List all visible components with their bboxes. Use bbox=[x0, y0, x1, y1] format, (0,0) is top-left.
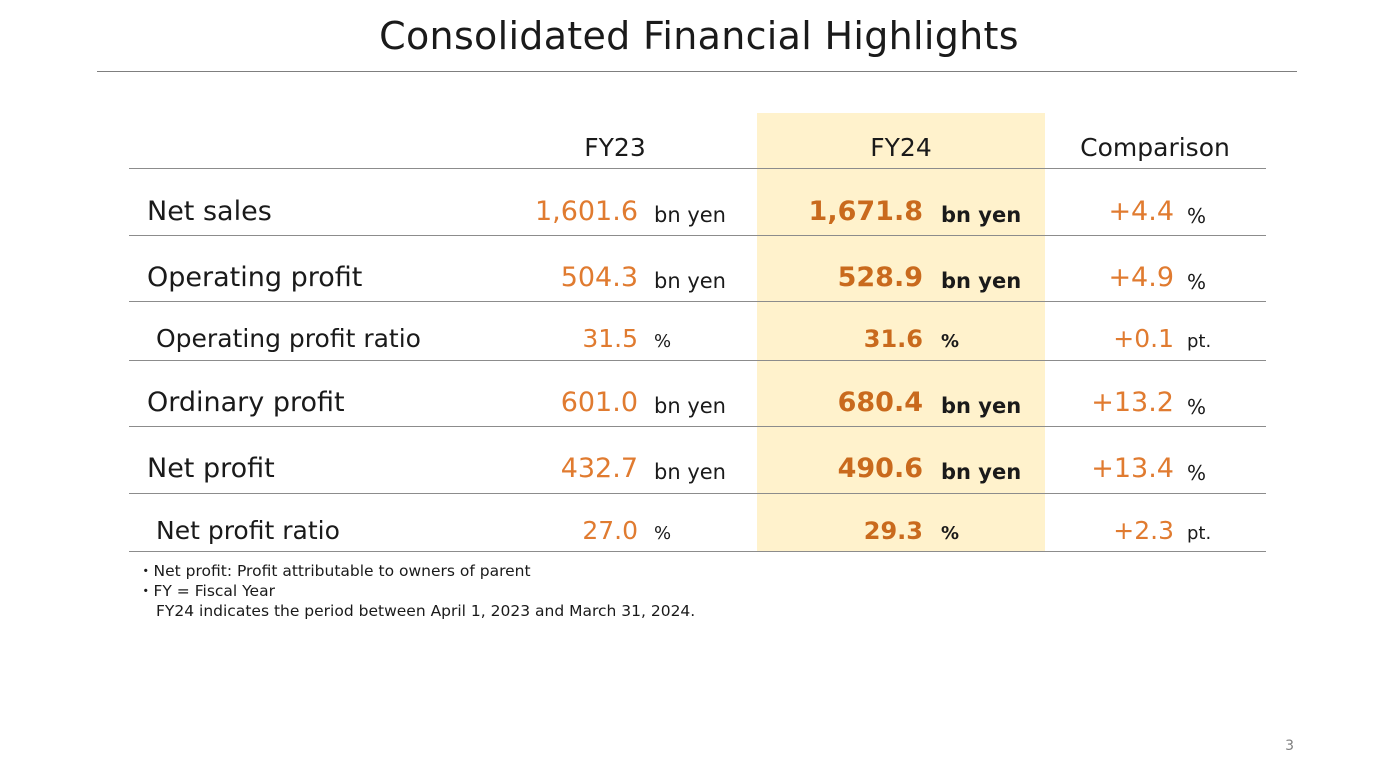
fy23-value: 601.0 bbox=[560, 387, 638, 418]
row-divider bbox=[129, 493, 1266, 494]
comparison-unit: pt. bbox=[1187, 331, 1212, 352]
header-divider bbox=[129, 168, 1266, 169]
fy24-value: 490.6 bbox=[837, 453, 923, 484]
row-label: Net profit ratio bbox=[156, 516, 340, 545]
fy23-unit: bn yen bbox=[654, 394, 726, 418]
comparison-value: +13.2 bbox=[1091, 387, 1174, 418]
column-header-fy24: FY24 bbox=[870, 133, 932, 162]
comparison-value: +13.4 bbox=[1091, 453, 1174, 484]
row-label: Ordinary profit bbox=[147, 387, 345, 418]
fy23-unit: bn yen bbox=[654, 203, 726, 227]
fy23-value: 1,601.6 bbox=[534, 196, 638, 227]
row-label: Operating profit bbox=[147, 262, 363, 293]
fy24-unit: % bbox=[941, 523, 960, 544]
fy23-unit: % bbox=[654, 331, 672, 352]
comparison-unit: pt. bbox=[1187, 523, 1212, 544]
footnotes: ・Net profit: Profit attributable to owne… bbox=[138, 561, 695, 621]
comparison-unit: % bbox=[1187, 461, 1207, 485]
table-bottom-rule bbox=[129, 551, 1266, 552]
row-divider bbox=[129, 426, 1266, 427]
fy23-value: 432.7 bbox=[560, 453, 638, 484]
comparison-unit: % bbox=[1187, 204, 1207, 228]
fy23-value: 504.3 bbox=[560, 262, 638, 293]
column-header-comparison: Comparison bbox=[1080, 133, 1230, 162]
row-label: Net profit bbox=[147, 453, 275, 484]
column-header-fy23: FY23 bbox=[584, 133, 646, 162]
footnote-fy24-period: FY24 indicates the period between April … bbox=[156, 602, 696, 620]
comparison-value: +4.4 bbox=[1108, 196, 1174, 227]
comparison-value: +0.1 bbox=[1113, 324, 1174, 353]
fy23-value: 31.5 bbox=[582, 324, 638, 353]
row-divider bbox=[129, 235, 1266, 236]
fy24-unit: bn yen bbox=[941, 269, 1022, 293]
row-divider bbox=[129, 301, 1266, 302]
fy23-unit: % bbox=[654, 523, 672, 544]
slide-title: Consolidated Financial Highlights bbox=[379, 14, 1019, 58]
fy24-value: 29.3 bbox=[863, 517, 923, 545]
fy24-value: 1,671.8 bbox=[808, 196, 923, 227]
footnote-fiscal-year: ・FY = Fiscal Year bbox=[138, 582, 275, 600]
row-divider bbox=[129, 360, 1266, 361]
fy23-unit: bn yen bbox=[654, 460, 726, 484]
comparison-value: +4.9 bbox=[1108, 262, 1174, 293]
fy24-column-highlight bbox=[757, 113, 1045, 552]
fy24-value: 31.6 bbox=[863, 325, 923, 353]
fy24-value: 680.4 bbox=[837, 387, 923, 418]
fy24-value: 528.9 bbox=[837, 262, 923, 293]
page-number: 3 bbox=[1285, 738, 1294, 754]
comparison-unit: % bbox=[1187, 395, 1207, 419]
comparison-unit: % bbox=[1187, 270, 1207, 294]
title-divider bbox=[97, 71, 1297, 72]
fy24-unit: bn yen bbox=[941, 203, 1022, 227]
row-label: Operating profit ratio bbox=[156, 324, 421, 353]
comparison-value: +2.3 bbox=[1113, 516, 1174, 545]
row-label: Net sales bbox=[147, 196, 272, 227]
fy24-unit: % bbox=[941, 331, 960, 352]
fy24-unit: bn yen bbox=[941, 460, 1022, 484]
fy24-unit: bn yen bbox=[941, 394, 1022, 418]
fy23-unit: bn yen bbox=[654, 269, 726, 293]
footnote-net-profit: ・Net profit: Profit attributable to owne… bbox=[138, 562, 531, 580]
fy23-value: 27.0 bbox=[582, 516, 638, 545]
